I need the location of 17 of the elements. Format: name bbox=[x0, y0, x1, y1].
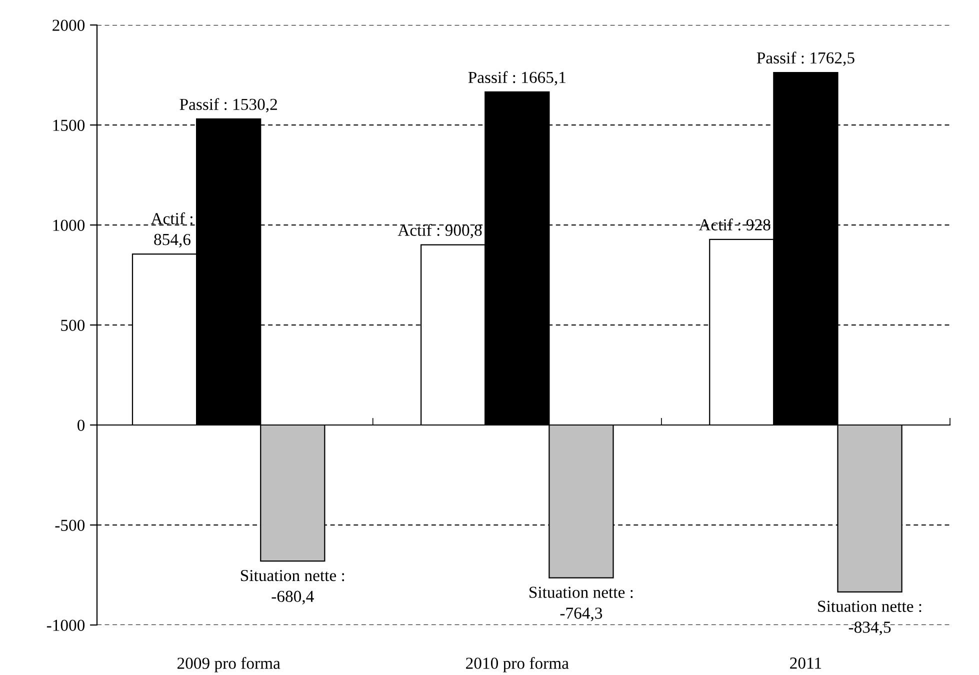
y-tick-label: 0 bbox=[77, 420, 85, 431]
data-label: Passif : 1665,1 bbox=[468, 71, 566, 86]
data-label: Situation nette : -764,3 bbox=[530, 586, 633, 622]
x-tick-label: 2011 bbox=[790, 657, 822, 669]
y-tick-label: 500 bbox=[61, 320, 85, 331]
y-tick-label: 1000 bbox=[53, 220, 85, 231]
data-label: Passif : 1762,5 bbox=[756, 52, 854, 66]
y-tick-label: 1500 bbox=[53, 120, 85, 131]
x-tick-label: 2009 pro forma bbox=[177, 657, 280, 672]
y-tick-label: -1000 bbox=[46, 620, 85, 631]
y-tick-label: 2000 bbox=[52, 20, 85, 31]
data-label: Actif : 854,6 bbox=[150, 212, 192, 248]
x-tick-label: 2010 pro forma bbox=[466, 657, 569, 672]
data-label: Passif : 1530,2 bbox=[180, 98, 277, 112]
data-label: Situation nette : -680,4 bbox=[240, 570, 344, 604]
y-tick-label: -500 bbox=[55, 520, 85, 531]
data-label: Situation nette : -834,5 bbox=[818, 600, 922, 636]
